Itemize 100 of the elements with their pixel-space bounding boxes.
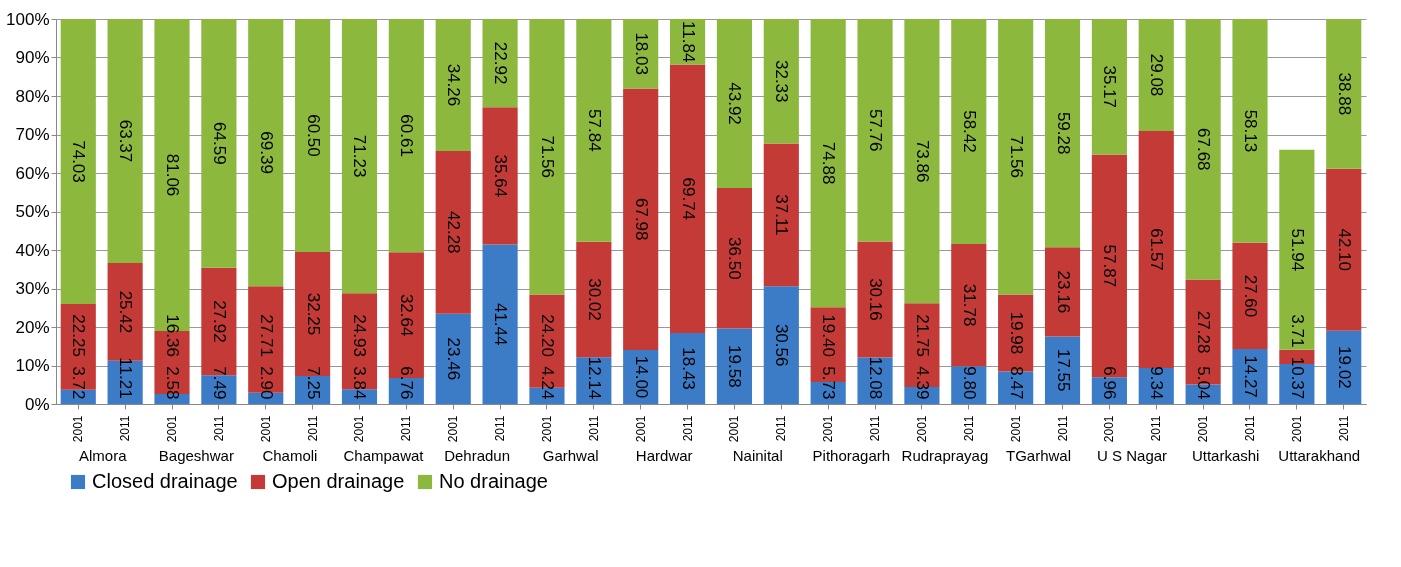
text: Hardwar: [635, 447, 693, 464]
data-label: 7.25: [303, 366, 323, 400]
bar: [107, 19, 143, 263]
x-tick-label: 2001: [633, 415, 648, 443]
data-label: 71.56: [537, 135, 557, 179]
data-label: 27.60: [1241, 274, 1260, 318]
bar: [763, 286, 799, 404]
data-label: 18.03: [631, 32, 651, 75]
data-label: 23.46: [444, 337, 464, 381]
data-label: 42.28: [444, 211, 464, 254]
bar: [669, 333, 706, 404]
data-label: 14.27: [1241, 355, 1260, 398]
data-label: 74.03: [69, 140, 89, 183]
bar: [1044, 247, 1081, 337]
bar: [248, 19, 284, 287]
data-label: 19.98: [1006, 311, 1026, 355]
data-label: 64.59: [209, 122, 229, 165]
data-label: 51.94: [1287, 228, 1307, 272]
data-label: 35.64: [491, 154, 511, 198]
data-label: 14.00: [631, 355, 651, 399]
bar: [576, 241, 612, 358]
text: Champawat: [343, 447, 425, 464]
bar: [716, 188, 753, 329]
data-label: 16.36: [163, 314, 182, 357]
bar: [904, 19, 940, 304]
y-tick-label: 100%: [6, 9, 50, 29]
x-tick-label: 2001: [258, 415, 273, 443]
bar: [1326, 168, 1362, 331]
bar: [435, 313, 471, 404]
data-label: 32.25: [303, 292, 323, 336]
data-label: 11.84: [678, 21, 698, 63]
x-tick-label: 2001: [1102, 415, 1117, 443]
x-tick-label: 2001: [914, 415, 929, 443]
x-tick-label: 2011: [118, 415, 133, 442]
bar: [1044, 19, 1081, 248]
data-label: 22.25: [69, 314, 89, 357]
data-label: 81.06: [163, 153, 182, 197]
data-label: 27.71: [256, 314, 276, 357]
data-label: 4.39: [912, 366, 932, 400]
x-tick-label: 2011: [1243, 415, 1257, 442]
data-label: 8.47: [1006, 366, 1026, 400]
data-label: 24.93: [350, 314, 370, 357]
data-label: 43.92: [725, 82, 745, 125]
text: Nainital: [732, 447, 783, 464]
data-label: 25.42: [116, 290, 136, 334]
data-label: 30.56: [772, 323, 792, 367]
x-tick-label: 2001: [1196, 415, 1211, 443]
y-tick-label: 80%: [15, 86, 50, 106]
x-tick-label: 2011: [680, 415, 695, 442]
bar: [857, 19, 893, 242]
x-tick-label: 2011: [961, 415, 976, 442]
x-tick-label: 2001: [446, 415, 461, 443]
bar: [623, 88, 659, 351]
data-label: 2.58: [163, 366, 182, 400]
data-label: 27.92: [209, 300, 229, 343]
bar: [810, 18, 846, 308]
data-label: 30.16: [866, 278, 886, 321]
data-label: 6.96: [1100, 366, 1120, 400]
data-label: 3.84: [350, 366, 370, 400]
bar: [482, 19, 518, 108]
data-label: 58.13: [1241, 109, 1260, 153]
data-label: 73.86: [912, 139, 932, 183]
x-tick-label: 2011: [399, 415, 414, 442]
x-tick-label: 2011: [1055, 415, 1070, 442]
data-label: 11.21: [116, 357, 136, 399]
data-label: 67.98: [631, 197, 651, 241]
legend-label: Closed drainage: [92, 470, 238, 492]
text: Dehradun: [444, 447, 511, 464]
data-label: 60.61: [397, 114, 417, 157]
data-label: 23.16: [1053, 270, 1073, 314]
bar: [1232, 242, 1268, 350]
x-tick-label: 2011: [1336, 415, 1351, 442]
y-tick-label: 20%: [15, 317, 50, 337]
bar: [482, 107, 518, 245]
data-label: 58.42: [959, 110, 979, 153]
bar: [1091, 19, 1127, 155]
x-tick-label: 2011: [586, 415, 601, 442]
text: Uttarakhand: [1278, 447, 1361, 464]
y-tick-label: 70%: [15, 125, 50, 144]
data-label: 10.37: [1287, 356, 1307, 400]
data-label: 19.40: [819, 314, 839, 357]
bar: [1138, 131, 1174, 369]
data-label: 27.28: [1194, 310, 1214, 354]
x-tick-label: 2011: [493, 415, 508, 442]
x-tick-label: 2001: [1289, 415, 1304, 443]
data-label: 9.34: [1147, 366, 1167, 400]
bar: [1185, 19, 1221, 280]
data-label: 17.55: [1053, 348, 1073, 392]
bar: [388, 18, 424, 253]
bar: [1232, 349, 1268, 404]
data-label: 34.26: [444, 63, 464, 107]
y-tick-label: 40%: [15, 240, 50, 260]
text: Rudraprayag: [901, 447, 989, 464]
y-tick-label: 50%: [15, 202, 50, 221]
data-label: 63.37: [116, 119, 136, 163]
data-label: 30.02: [584, 278, 604, 321]
bar: [1138, 19, 1174, 131]
x-tick-label: 2001: [727, 415, 742, 443]
bar: [716, 19, 753, 189]
x-tick-label: 2011: [1149, 415, 1164, 442]
